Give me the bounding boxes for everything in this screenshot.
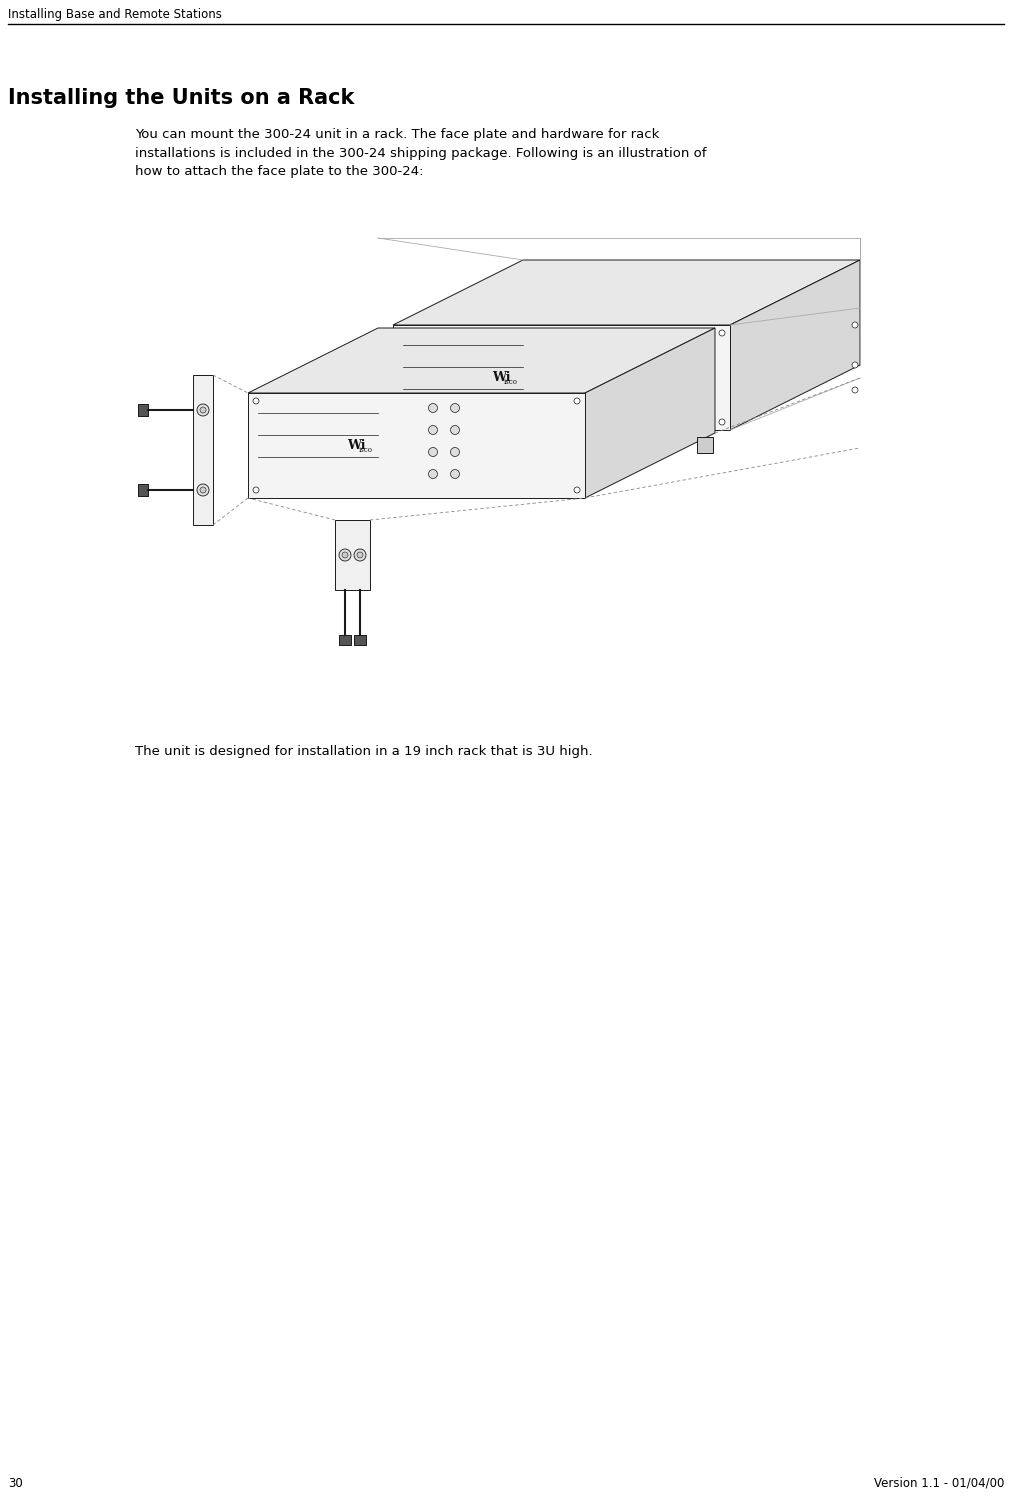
Circle shape: [253, 398, 259, 404]
Polygon shape: [354, 635, 366, 646]
Circle shape: [397, 330, 403, 336]
Circle shape: [851, 363, 857, 369]
Circle shape: [573, 487, 579, 493]
Text: isco: isco: [503, 379, 517, 386]
Circle shape: [718, 330, 724, 336]
Circle shape: [450, 403, 459, 412]
Circle shape: [626, 373, 635, 383]
Circle shape: [450, 469, 459, 478]
Circle shape: [397, 419, 403, 425]
Text: The unit is designed for installation in a 19 inch rack that is 3U high.: The unit is designed for installation in…: [134, 745, 592, 758]
Polygon shape: [248, 328, 715, 392]
Polygon shape: [697, 437, 713, 452]
Circle shape: [428, 448, 437, 457]
Polygon shape: [392, 325, 729, 430]
Circle shape: [851, 386, 857, 392]
Text: 30: 30: [8, 1477, 22, 1491]
Polygon shape: [137, 404, 148, 416]
Circle shape: [197, 484, 209, 496]
Circle shape: [598, 345, 608, 355]
Circle shape: [197, 404, 209, 416]
Circle shape: [354, 548, 366, 560]
Circle shape: [428, 469, 437, 478]
Polygon shape: [193, 374, 212, 524]
Circle shape: [253, 487, 259, 493]
Text: Installing the Units on a Rack: Installing the Units on a Rack: [8, 88, 354, 108]
Circle shape: [450, 425, 459, 434]
Circle shape: [598, 373, 608, 383]
Circle shape: [357, 551, 363, 557]
Polygon shape: [339, 635, 351, 646]
Text: Wi: Wi: [491, 372, 511, 383]
Polygon shape: [729, 261, 859, 430]
Circle shape: [851, 322, 857, 328]
Polygon shape: [137, 484, 148, 496]
Text: Version 1.1 - 01/04/00: Version 1.1 - 01/04/00: [872, 1477, 1003, 1491]
Polygon shape: [584, 328, 715, 497]
Circle shape: [626, 345, 635, 355]
Circle shape: [200, 487, 206, 493]
Text: isco: isco: [358, 446, 372, 454]
Circle shape: [718, 419, 724, 425]
Circle shape: [428, 425, 437, 434]
Circle shape: [428, 403, 437, 412]
Circle shape: [626, 401, 635, 410]
Circle shape: [450, 448, 459, 457]
Circle shape: [339, 548, 351, 560]
Circle shape: [342, 551, 348, 557]
Circle shape: [200, 407, 206, 413]
Text: Installing Base and Remote Stations: Installing Base and Remote Stations: [8, 7, 221, 21]
Polygon shape: [248, 392, 584, 497]
Polygon shape: [392, 261, 859, 325]
Circle shape: [598, 401, 608, 410]
Circle shape: [573, 398, 579, 404]
Text: You can mount the 300-24 unit in a rack. The face plate and hardware for rack
in: You can mount the 300-24 unit in a rack.…: [134, 127, 706, 178]
Polygon shape: [335, 520, 370, 590]
Text: Wi: Wi: [347, 439, 365, 452]
